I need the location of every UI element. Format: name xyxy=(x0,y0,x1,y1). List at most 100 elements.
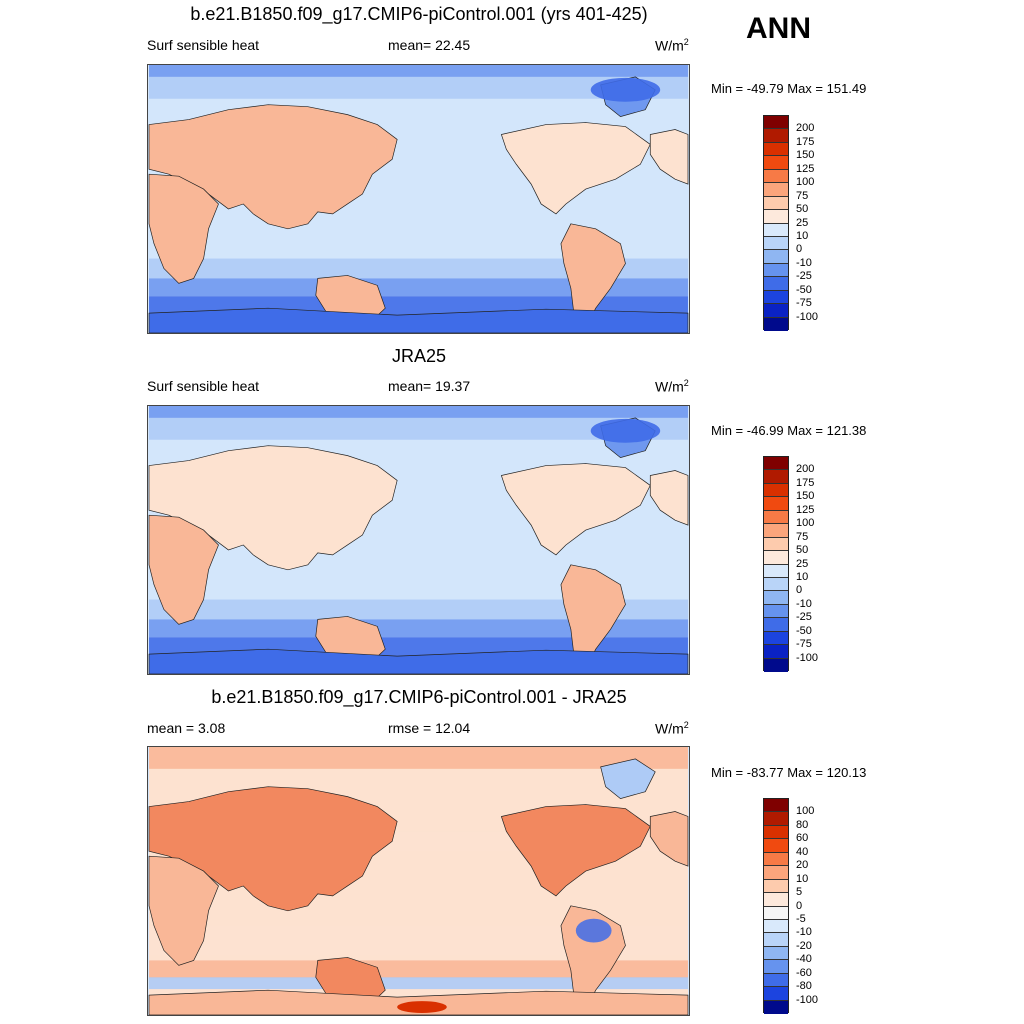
colorbar-tick-label: -40 xyxy=(796,953,812,966)
landmass-antarctica xyxy=(148,307,689,333)
map-band xyxy=(149,406,688,418)
map-band xyxy=(149,747,688,769)
colorbar-tick-label: 10 xyxy=(796,570,809,583)
colorbar-box xyxy=(764,631,788,646)
landmass-africa xyxy=(148,514,219,625)
colorbar-box xyxy=(764,812,788,826)
colorbar-box xyxy=(764,537,788,552)
landmass-europe xyxy=(649,129,689,185)
colorbar-tick-label: -10 xyxy=(796,256,812,269)
colorbar-box xyxy=(764,210,788,224)
panel-2-map xyxy=(147,405,690,675)
map-band xyxy=(149,619,688,638)
colorbar-box xyxy=(764,919,788,934)
colorbar-tick-label: 200 xyxy=(796,463,815,476)
colorbar-box xyxy=(764,1000,788,1014)
map-band xyxy=(149,258,688,279)
colorbar-tick-label: 10 xyxy=(796,229,809,242)
colorbar-tick-label: -60 xyxy=(796,966,812,979)
landmass-namerica xyxy=(500,463,651,556)
map-band xyxy=(149,960,688,979)
colorbar-tick-label: -50 xyxy=(796,283,812,296)
colorbar-box xyxy=(764,658,788,672)
panel-3-mean-label: mean = 3.08 xyxy=(147,720,226,736)
landmass-africa xyxy=(148,855,219,966)
colorbar-tick-label: -25 xyxy=(796,270,812,283)
colorbar-tick-label: -20 xyxy=(796,939,812,952)
panel-1-units: W/m2 xyxy=(655,37,689,54)
colorbar-box xyxy=(764,183,788,197)
colorbar-tick-label: 10 xyxy=(796,872,809,885)
colorbar-box xyxy=(764,223,788,237)
panel-3-units: W/m2 xyxy=(655,720,689,737)
colorbar-box xyxy=(764,973,788,988)
panel-1-title: b.e21.B1850.f09_g17.CMIP6-piControl.001 … xyxy=(190,4,648,24)
colorbar-tick-label: 80 xyxy=(796,818,809,831)
colorbar-box xyxy=(764,960,788,974)
colorbar-box xyxy=(764,604,788,619)
colorbar-tick-label: 175 xyxy=(796,135,815,148)
colorbar-tick-label: -10 xyxy=(796,597,812,610)
colorbar-box xyxy=(764,866,788,880)
map-band xyxy=(149,278,688,297)
colorbar-tick-label: 100 xyxy=(796,517,815,530)
colorbar-tick-label: 20 xyxy=(796,859,809,872)
colorbar-box xyxy=(764,618,788,632)
antarctic-anomaly xyxy=(397,1001,447,1014)
colorbar-box xyxy=(764,524,788,538)
colorbar-box xyxy=(764,839,788,853)
map-band xyxy=(149,417,688,440)
colorbar-tick-label: 75 xyxy=(796,530,809,543)
colorbar-tick-label: 200 xyxy=(796,122,815,135)
colorbar-box xyxy=(764,551,788,565)
colorbar-box xyxy=(764,799,788,813)
colorbar-tick-label: 50 xyxy=(796,203,809,216)
landmass-europe xyxy=(649,470,689,526)
colorbar-box xyxy=(764,483,788,498)
colorbar-tick-label: -25 xyxy=(796,611,812,624)
colorbar-tick-label: 5 xyxy=(796,886,803,899)
landmass-africa xyxy=(148,173,219,284)
colorbar-box xyxy=(764,510,788,525)
colorbar-box xyxy=(764,591,788,605)
colorbar-box xyxy=(764,317,788,331)
colorbar-tick-label: 25 xyxy=(796,557,809,570)
panel-3-map xyxy=(147,746,690,1016)
colorbar-tick-label: -100 xyxy=(796,651,819,664)
landmass-greenland xyxy=(600,758,656,799)
colorbar-tick-label: 125 xyxy=(796,162,815,175)
colorbar-tick-label: -75 xyxy=(796,638,812,651)
colorbar-box xyxy=(764,263,788,278)
colorbar-tick-label: 0 xyxy=(796,243,803,256)
colorbar-box xyxy=(764,906,788,920)
landmass-europe xyxy=(649,811,689,867)
amazon-anomaly xyxy=(575,918,612,943)
colorbar-tick-label: -10 xyxy=(796,926,812,939)
panel-3-minmax: Min = -83.77 Max = 120.13 xyxy=(711,765,867,780)
panel-3-colorbar xyxy=(763,798,789,1014)
colorbar-box xyxy=(764,156,788,170)
panel-2-mean-label: mean= 19.37 xyxy=(388,378,471,394)
colorbar-box xyxy=(764,250,788,264)
colorbar-box xyxy=(764,946,788,961)
colorbar-box xyxy=(764,825,788,840)
colorbar-tick-label: 175 xyxy=(796,476,815,489)
map-band xyxy=(149,599,688,620)
north-atlantic-cooling xyxy=(590,77,661,102)
panel-3-rmse-label: rmse = 12.04 xyxy=(388,720,471,736)
colorbar-tick-label: -5 xyxy=(796,912,806,925)
map-band xyxy=(149,65,688,77)
colorbar-tick-label: 60 xyxy=(796,832,809,845)
panel-1-minmax: Min = -49.79 Max = 151.49 xyxy=(711,81,867,96)
colorbar-tick-label: -100 xyxy=(796,310,819,323)
colorbar-box xyxy=(764,457,788,471)
colorbar-box xyxy=(764,129,788,143)
colorbar-tick-label: 150 xyxy=(796,149,815,162)
colorbar-tick-label: 150 xyxy=(796,490,815,503)
colorbar-box xyxy=(764,304,788,318)
landmass-namerica xyxy=(500,804,651,897)
colorbar-box xyxy=(764,196,788,211)
panel-1-variable-label: Surf sensible heat xyxy=(147,37,260,53)
colorbar-box xyxy=(764,116,788,130)
panel-1-colorbar xyxy=(763,115,789,331)
